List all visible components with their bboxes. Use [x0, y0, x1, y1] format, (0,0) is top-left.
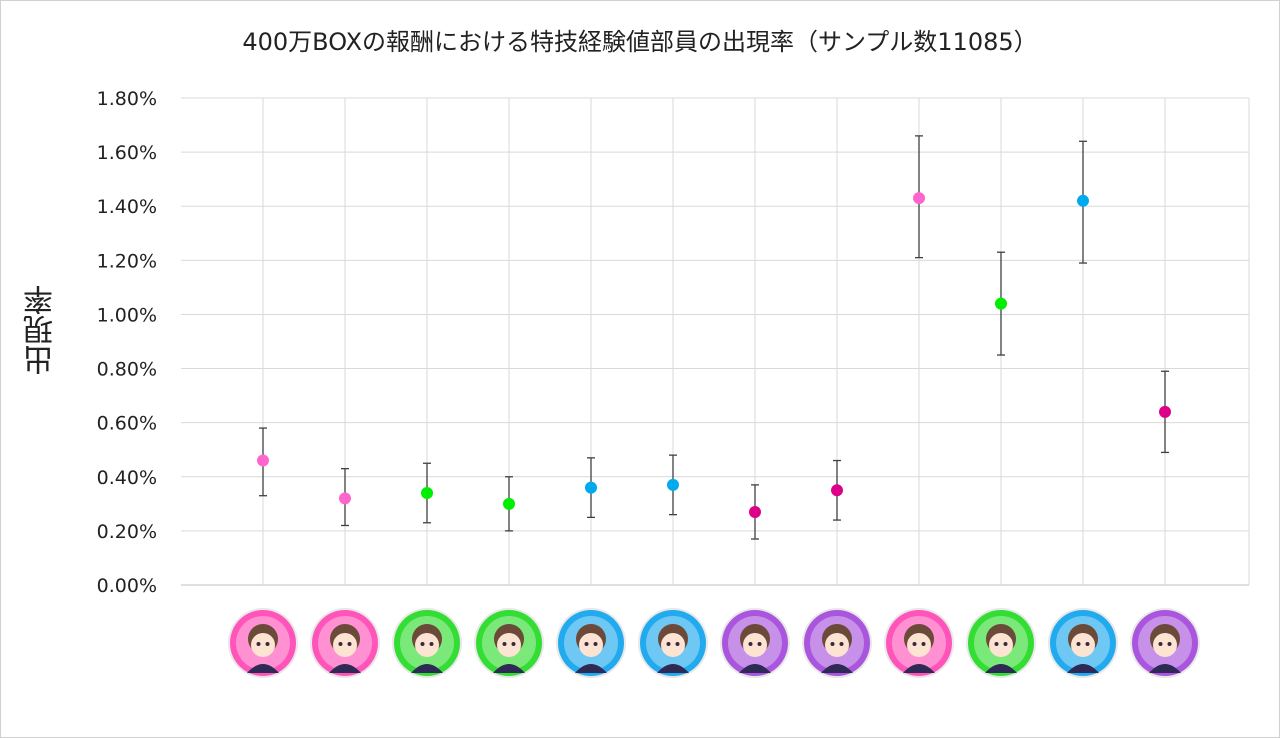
avatar-eye [839, 642, 844, 646]
y-tick-label: 1.20% [97, 250, 157, 272]
avatar-face [743, 633, 767, 657]
chart-title: 400万BOXの報酬における特技経験値部員の出現率（サンプル数11085） [242, 28, 1038, 56]
avatar-eye [265, 642, 270, 646]
data-point [749, 505, 761, 518]
avatar-face [907, 633, 931, 657]
data-point [503, 497, 515, 510]
y-tick-label: 1.60% [97, 142, 157, 164]
avatar-uniform [903, 664, 935, 673]
data-point [1077, 194, 1089, 207]
member-avatar-icon [392, 608, 462, 678]
avatar-eye [502, 642, 507, 646]
avatar-face [579, 633, 603, 657]
avatar-eye [429, 642, 434, 646]
avatar-uniform [1067, 664, 1099, 673]
avatar-uniform [575, 664, 607, 673]
member-avatar-icon [966, 608, 1036, 678]
y-tick-label: 0.60% [97, 413, 157, 435]
avatar-face [1071, 633, 1095, 657]
avatar-uniform [247, 664, 279, 673]
data-point [1159, 405, 1171, 418]
member-avatar-icon [310, 608, 380, 678]
avatar-face [661, 633, 685, 657]
avatar-eye [256, 642, 261, 646]
y-tick-label: 0.80% [97, 359, 157, 381]
avatar-face [825, 633, 849, 657]
avatar-eye [912, 642, 917, 646]
avatar-face [251, 633, 275, 657]
member-avatar-icon [802, 608, 872, 678]
avatar-eye [1085, 642, 1090, 646]
member-avatar-icon [720, 608, 790, 678]
data-point [339, 492, 351, 505]
avatar-eye [748, 642, 753, 646]
avatar-eye [830, 642, 835, 646]
member-avatar-icon [556, 608, 626, 678]
avatar-eye [921, 642, 926, 646]
avatar-face [333, 633, 357, 657]
y-tick-label: 1.40% [97, 196, 157, 218]
avatar-face [497, 633, 521, 657]
avatar-uniform [985, 664, 1017, 673]
avatar-uniform [493, 664, 525, 673]
data-point [585, 481, 597, 494]
data-point [913, 192, 925, 205]
y-tick-label: 0.20% [97, 521, 157, 543]
y-tick-label: 0.40% [97, 467, 157, 489]
avatar-uniform [821, 664, 853, 673]
avatar-uniform [1149, 664, 1181, 673]
avatar-eye [666, 642, 671, 646]
avatar-uniform [411, 664, 443, 673]
y-tick-label: 1.80% [97, 88, 157, 110]
avatar-eye [1003, 642, 1008, 646]
avatar-eye [338, 642, 343, 646]
avatar-eye [1076, 642, 1081, 646]
avatar-eye [994, 642, 999, 646]
data-point [831, 484, 843, 497]
avatar-eye [593, 642, 598, 646]
avatar-face [415, 633, 439, 657]
avatar-eye [511, 642, 516, 646]
member-avatar-icon [638, 608, 708, 678]
avatar-eye [420, 642, 425, 646]
avatar-uniform [329, 664, 361, 673]
member-avatar-icon [474, 608, 544, 678]
avatar-eye [1167, 642, 1172, 646]
avatar-eye [347, 642, 352, 646]
avatar-eye [757, 642, 762, 646]
member-avatar-icon [1130, 608, 1200, 678]
member-avatar-icon [1048, 608, 1118, 678]
avatar-face [1153, 633, 1177, 657]
avatar-uniform [657, 664, 689, 673]
data-point [421, 487, 433, 500]
member-avatar-icon [884, 608, 954, 678]
avatar-eye [1158, 642, 1163, 646]
data-point [667, 478, 679, 491]
avatar-eye [675, 642, 680, 646]
y-tick-label: 0.00% [97, 575, 157, 597]
y-tick-label: 1.00% [97, 304, 157, 326]
data-point [995, 297, 1007, 310]
avatar-face [989, 633, 1013, 657]
data-point [257, 454, 269, 467]
avatar-eye [584, 642, 589, 646]
member-avatar-icon [228, 608, 298, 678]
avatar-uniform [739, 664, 771, 673]
